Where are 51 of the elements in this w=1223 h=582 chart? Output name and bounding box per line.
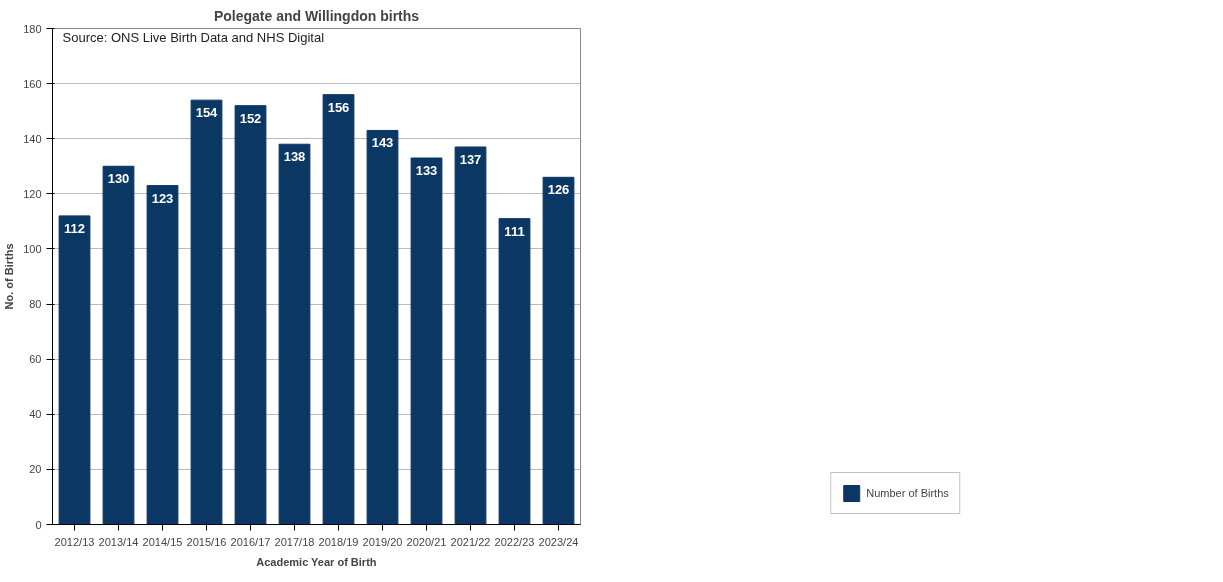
bar (454, 146, 487, 525)
bar (234, 105, 267, 525)
y-tick-label: 80 (29, 298, 42, 311)
x-tick-label: 2014/15 (142, 535, 183, 548)
x-tick-label: 2021/22 (450, 535, 491, 548)
data-label: 123 (151, 190, 174, 206)
x-tick-label: 2016/17 (230, 535, 271, 548)
data-label: 112 (64, 220, 85, 236)
x-tick-label: 2022/23 (494, 535, 535, 548)
data-label: 111 (504, 223, 525, 239)
y-tick-label: 140 (23, 132, 42, 145)
x-tick-label: 2018/19 (318, 535, 359, 548)
chart-title: Polegate and Willingdon births (213, 7, 420, 24)
y-tick-label: 120 (23, 187, 42, 200)
data-label: 154 (195, 105, 219, 121)
y-tick-label: 160 (23, 77, 42, 90)
bar (366, 129, 399, 525)
data-label: 143 (371, 135, 394, 151)
bar (146, 185, 179, 525)
x-tick-label: 2013/14 (98, 535, 139, 548)
y-tick-label: 180 (23, 22, 42, 35)
data-label: 137 (459, 151, 482, 167)
y-tick-label: 100 (23, 242, 42, 255)
data-label: 133 (415, 163, 438, 179)
annotation: Source: ONS Live Birth Data and NHS Digital (62, 29, 325, 45)
y-tick-label: 60 (29, 353, 42, 366)
x-tick-label: 2017/18 (274, 535, 315, 548)
y-axis-title: No. of Births (3, 243, 16, 310)
bar (190, 99, 223, 525)
x-tick-label: 2012/13 (54, 535, 95, 548)
bar (410, 157, 443, 525)
legend-label: Number of Births (866, 487, 949, 499)
x-tick-label: 2015/16 (186, 535, 227, 548)
data-label: 126 (547, 182, 570, 198)
data-label: 130 (107, 171, 130, 187)
y-tick-label: 20 (29, 463, 42, 476)
x-tick-label: 2023/24 (538, 535, 579, 548)
bar (322, 94, 355, 525)
data-label: 152 (239, 110, 262, 126)
x-axis-title: Academic Year of Birth (256, 555, 377, 568)
bar (278, 143, 311, 525)
x-tick-label: 2019/20 (362, 535, 403, 548)
x-tick-label: 2020/21 (406, 535, 447, 548)
y-tick-label: 0 (35, 518, 42, 531)
bar (542, 176, 575, 525)
bar (58, 215, 91, 525)
data-label: 138 (283, 149, 306, 165)
bar (498, 218, 531, 525)
bar (102, 165, 135, 525)
data-label: 156 (327, 99, 350, 115)
y-tick-label: 40 (29, 408, 42, 421)
